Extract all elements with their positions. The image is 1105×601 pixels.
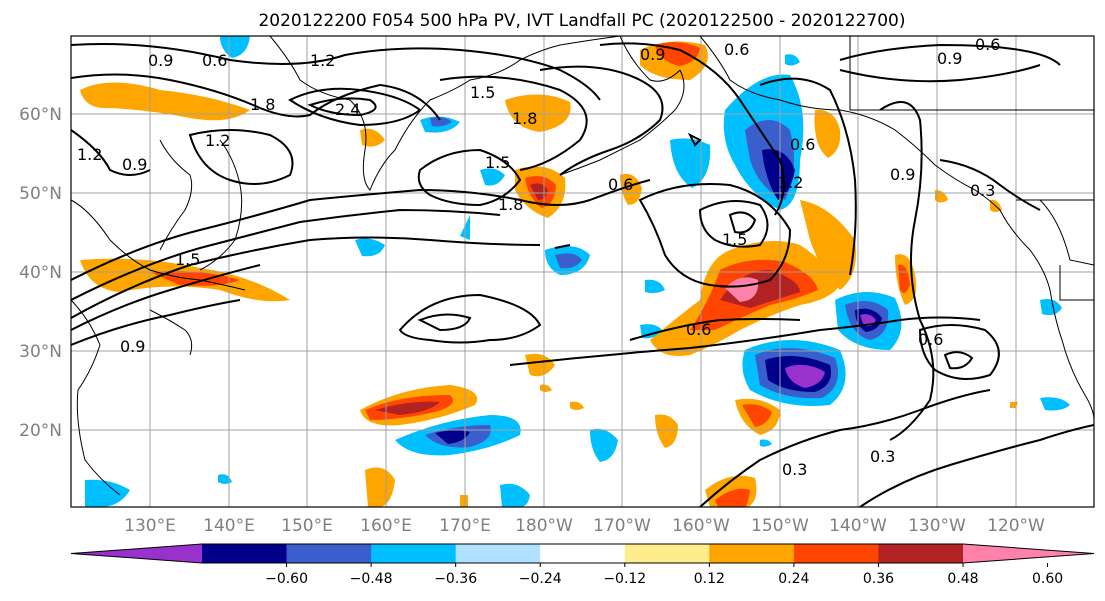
colorbar-segment: [286, 544, 372, 563]
contour-label: 0.9: [120, 337, 145, 356]
lon-label: 150°W: [751, 516, 809, 536]
colorbar-tick-label: 0.60: [1032, 571, 1063, 587]
colorbar-tick-label: 0.48: [947, 571, 978, 587]
colorbar-segment: [709, 544, 795, 563]
contour-label: 0.6: [975, 35, 1000, 54]
colorbar-tick-label: −0.60: [265, 571, 308, 587]
colorbar-segment: [371, 544, 457, 563]
colorbar-segment: [878, 544, 964, 563]
lon-label: 170°W: [593, 516, 651, 536]
colorbar-extend-low: [71, 544, 202, 563]
lon-label: 180°W: [515, 516, 573, 536]
contour-label: 0.9: [890, 165, 915, 184]
chart-title: 2020122200 F054 500 hPa PV, IVT Landfall…: [258, 11, 905, 31]
colorbar-extend-high: [963, 544, 1094, 563]
contour-label: 1.5: [175, 250, 200, 269]
lon-label: 160°E: [360, 516, 412, 536]
contour-label: 0.6: [724, 40, 749, 59]
contour-label: 1.2: [77, 145, 102, 164]
colorbar: −0.60 −0.48 −0.36 −0.24 −0.12 0.12 0.24 0.36 0.4…: [70, 543, 1095, 587]
contour-label: 0.9: [640, 45, 665, 64]
lon-label: 130°W: [908, 516, 966, 536]
map-frame: [70, 35, 1095, 508]
lat-label-40n: 40°N: [19, 263, 62, 283]
contour-label: 1.5: [470, 83, 495, 102]
lat-label-20n: 20°N: [19, 421, 62, 441]
colorbar-tick-label: −0.24: [519, 571, 562, 587]
contour-label: 0.6: [202, 51, 227, 70]
contour-label: 0.3: [970, 181, 995, 200]
contour-label: 1.8: [498, 195, 523, 214]
colorbar-tick-label: 0.36: [863, 571, 894, 587]
contour-label: 1.5: [722, 230, 747, 249]
contour-label: 0.9: [148, 51, 173, 70]
lon-labels: 130°E 140°E 150°E 160°E 170°E 180°W 170°…: [124, 516, 1045, 536]
contour-label: 0.9: [122, 155, 147, 174]
contour-label-group: 0.9 0.6 1.2 1.8 2.4 1.5 1.2 0.9 1.8 1.5 …: [77, 35, 1000, 479]
contour-label: 1.8: [512, 109, 537, 128]
contour-label: 1.2: [778, 173, 803, 192]
colorbar-segment: [793, 544, 879, 563]
colorbar-segment: [540, 544, 626, 563]
contour-label: 0.6: [686, 320, 711, 339]
colorbar-outline: [70, 543, 1095, 564]
colorbar-tick-label: −0.12: [603, 571, 646, 587]
colorbar-tick-label: −0.48: [350, 571, 393, 587]
contour-label: 1.2: [310, 51, 335, 70]
contour-label: 1.5: [485, 153, 510, 172]
lon-label: 150°E: [281, 516, 333, 536]
lon-label: 170°E: [439, 516, 491, 536]
lon-label: 120°W: [987, 516, 1045, 536]
contour-label: 0.6: [608, 175, 633, 194]
colorbar-tick-label: 0.12: [694, 571, 725, 587]
contour-label: 2.4: [335, 100, 360, 119]
map-area: 0.9 0.6 1.2 1.8 2.4 1.5 1.2 0.9 1.8 1.5 …: [70, 35, 1095, 508]
lat-label-60n: 60°N: [19, 105, 62, 125]
contour-label: 0.6: [790, 135, 815, 154]
colorbar-tick-label: −0.36: [434, 571, 477, 587]
contour-label: 1.2: [205, 131, 230, 150]
contour-label: 1.8: [250, 95, 275, 114]
colorbar-tick-label: 0.24: [778, 571, 809, 587]
contour-label: 0.6: [918, 330, 943, 349]
contour-label: 0.3: [870, 447, 895, 466]
lon-label: 130°E: [124, 516, 176, 536]
lat-label-30n: 30°N: [19, 342, 62, 362]
lat-labels: 20°N 30°N 40°N 50°N 60°N: [19, 105, 62, 441]
lon-label: 140°W: [829, 516, 887, 536]
pv-contours: [71, 42, 1094, 507]
lon-label: 140°E: [203, 516, 255, 536]
lat-label-50n: 50°N: [19, 184, 62, 204]
lon-label: 160°W: [672, 516, 730, 536]
colorbar-segment: [624, 544, 710, 563]
contour-label: 0.3: [782, 460, 807, 479]
colorbar-segment: [202, 544, 288, 563]
contour-label: 0.9: [937, 49, 962, 68]
colorbar-segment: [455, 544, 541, 563]
